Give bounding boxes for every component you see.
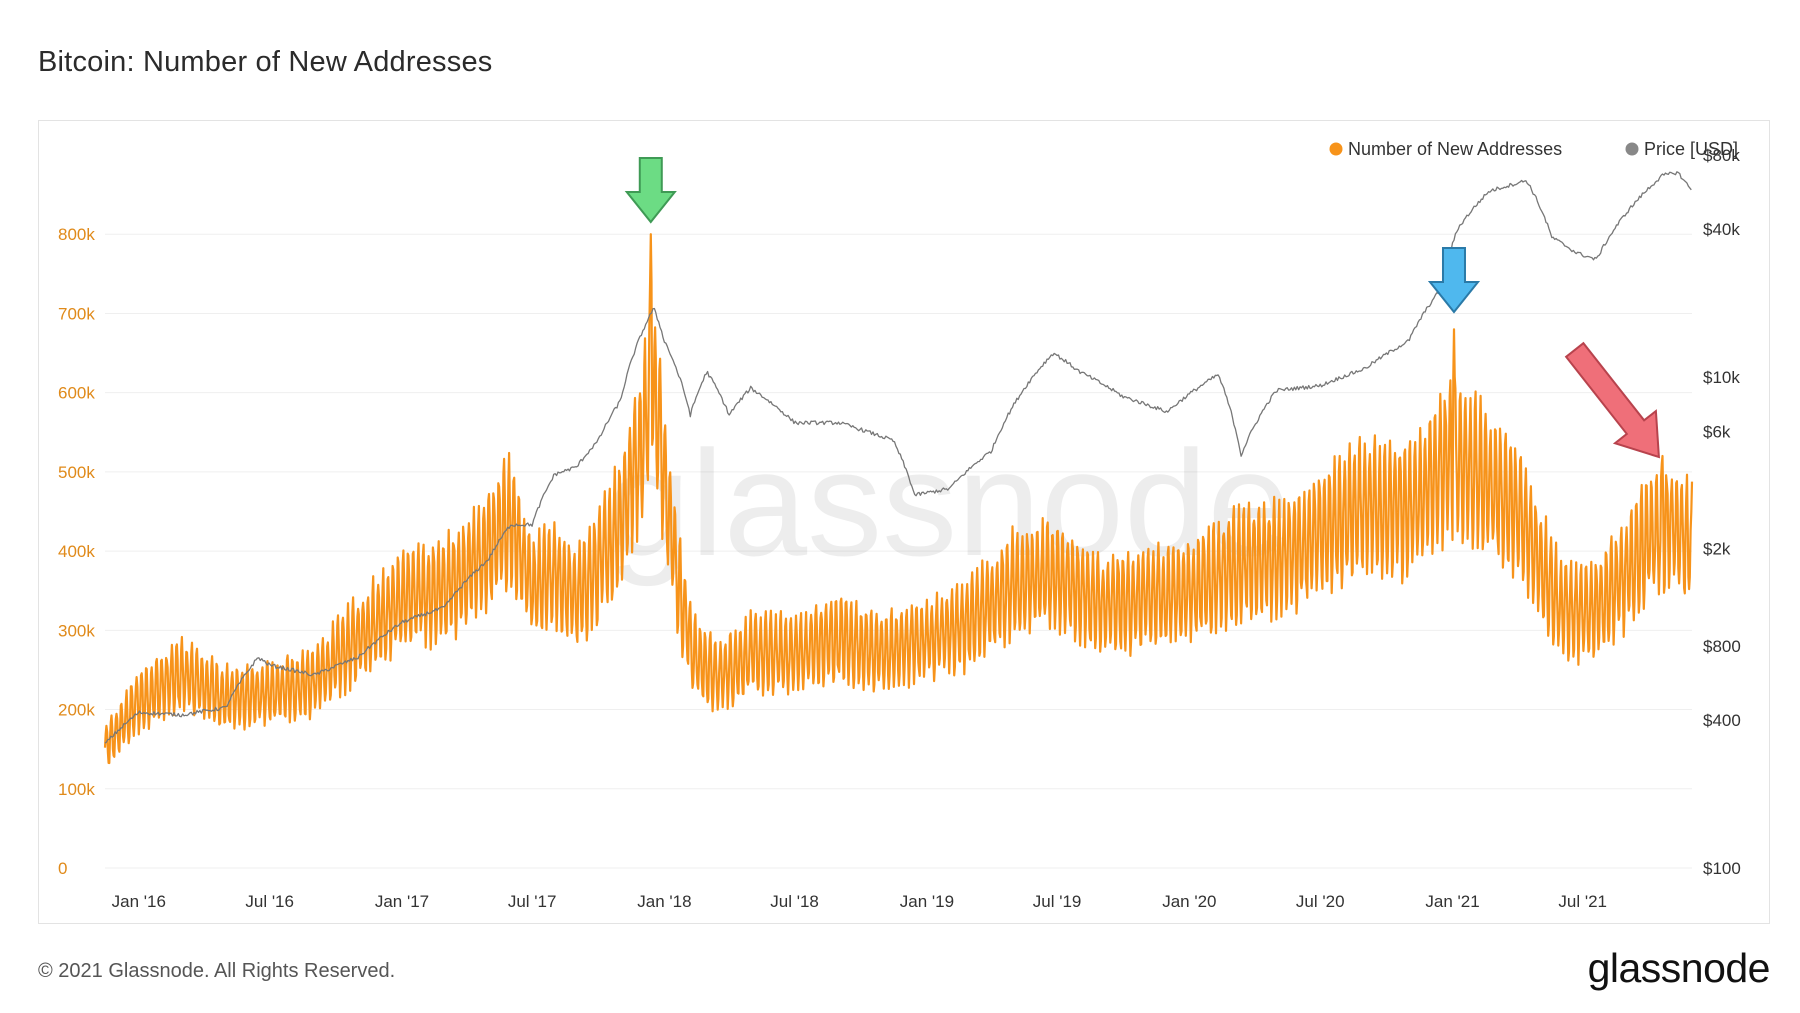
y-left-tick-label: 100k xyxy=(58,780,95,799)
footer-copyright: © 2021 Glassnode. All Rights Reserved. xyxy=(38,960,396,982)
brand-logo: glassnode xyxy=(1587,945,1771,991)
y-right-tick-label: $800 xyxy=(1703,637,1741,656)
y-left-tick-label: 400k xyxy=(58,542,95,561)
green-arrow-icon xyxy=(624,157,677,224)
y-left-tick-label: 500k xyxy=(58,463,95,482)
x-tick-label: Jul '18 xyxy=(770,892,819,911)
legend-marker-addresses xyxy=(1329,142,1343,156)
x-tick-label: Jan '18 xyxy=(637,892,691,911)
x-tick-label: Jul '21 xyxy=(1558,892,1607,911)
chart-svg: glassnode 0100k200k300k400k500k600k700k8… xyxy=(58,139,1741,911)
chart-title: Bitcoin: Number of New Addresses xyxy=(38,46,493,78)
x-tick-label: Jan '17 xyxy=(375,892,429,911)
legend-label-addresses[interactable]: Number of New Addresses xyxy=(1348,139,1562,159)
chart-frame xyxy=(38,120,1770,924)
x-tick-label: Jan '19 xyxy=(900,892,954,911)
legend-label-price[interactable]: Price [USD] xyxy=(1644,139,1738,159)
legend: Number of New Addresses Price [USD] xyxy=(1329,139,1738,159)
y-right-tick-label: $40k xyxy=(1703,220,1740,239)
y-left-tick-label: 700k xyxy=(58,304,95,323)
y-left-tick-label: 600k xyxy=(58,384,95,403)
y-right-tick-label: $100 xyxy=(1703,859,1741,878)
x-tick-label: Jul '17 xyxy=(508,892,557,911)
legend-marker-price xyxy=(1625,142,1639,156)
x-tick-label: Jan '21 xyxy=(1425,892,1479,911)
y-right-tick-label: $10k xyxy=(1703,368,1740,387)
series-price-line xyxy=(104,171,1692,744)
x-tick-label: Jan '16 xyxy=(112,892,166,911)
blue-arrow-icon xyxy=(1427,247,1481,314)
grid-lines xyxy=(105,233,1692,869)
x-tick-label: Jan '20 xyxy=(1162,892,1216,911)
x-axis-ticks: Jan '16 Jul '16 Jan '17 Jul '17 Jan '18 Jul '… xyxy=(112,892,1607,911)
y-right-tick-label: $6k xyxy=(1703,422,1731,441)
x-tick-label: Jul '19 xyxy=(1033,892,1082,911)
annotation-arrows xyxy=(624,157,1660,459)
x-tick-label: Jul '16 xyxy=(245,892,294,911)
y-left-tick-label: 0 xyxy=(58,859,67,878)
right-axis-ticks: $100 $400 $800 $2k $6k $10k $40k $80k xyxy=(1703,146,1741,878)
y-left-tick-label: 300k xyxy=(58,621,95,640)
series-new-addresses-line xyxy=(103,233,1694,765)
y-right-tick-label: $80k xyxy=(1703,146,1740,165)
y-right-tick-label: $400 xyxy=(1703,711,1741,730)
red-arrow-icon xyxy=(1564,341,1660,459)
y-left-tick-label: 200k xyxy=(58,701,95,720)
y-left-tick-label: 800k xyxy=(58,225,95,244)
x-tick-label: Jul '20 xyxy=(1296,892,1345,911)
y-right-tick-label: $2k xyxy=(1703,539,1731,558)
left-axis-ticks: 0 100k 200k 300k 400k 500k 600k 700k 800k xyxy=(58,225,95,878)
